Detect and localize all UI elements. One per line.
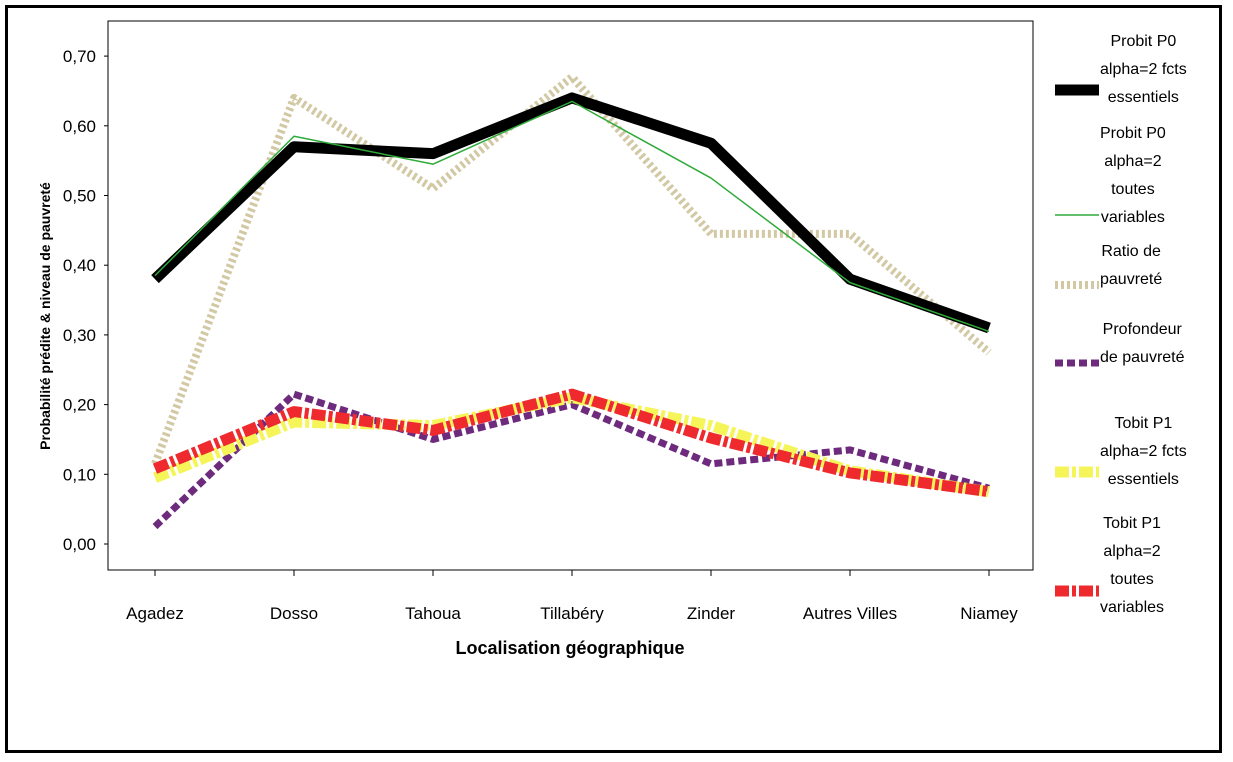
legend-item: Probit P0 alpha=2 toutes variables xyxy=(1053,120,1228,242)
legend-label-line: variables xyxy=(1100,209,1165,226)
legend-label-line: toutes xyxy=(1111,181,1155,198)
series-line xyxy=(152,392,990,498)
legend-label-line: Ratio de xyxy=(1101,243,1161,260)
legend-label: Tobit P1 alpha=2 fcts essentiels xyxy=(1100,410,1187,494)
legend-label-line: Profondeur xyxy=(1102,321,1182,338)
y-tick-label: 0,10 xyxy=(63,465,96,484)
y-tick-label: 0,20 xyxy=(63,396,96,415)
legend-item: Profondeur de pauvreté xyxy=(1053,316,1228,382)
y-tick-label: 0,40 xyxy=(63,256,96,275)
series-line xyxy=(154,100,990,333)
legend-label-line: toutes xyxy=(1110,571,1154,588)
legend-label: Ratio de pauvreté xyxy=(1100,238,1162,294)
series-line xyxy=(152,388,990,498)
x-axis-title: Localisation géographique xyxy=(455,638,684,658)
y-tick-label: 0,30 xyxy=(63,326,96,345)
y-tick-label: 0,50 xyxy=(63,187,96,206)
y-tick-label: 0,60 xyxy=(63,117,96,136)
x-tick-label: Tahoua xyxy=(405,604,461,623)
y-axis: 0,00 0,10 0,20 0,30 0,40 0,50 0,60 0,70 xyxy=(63,47,108,554)
legend-swatch xyxy=(1055,585,1099,597)
legend-swatch xyxy=(1055,214,1099,216)
y-axis-title: Probabilité prédite & niveau de pauvreté xyxy=(37,182,53,450)
legend-swatch xyxy=(1055,359,1099,367)
legend-label-line: de pauvreté xyxy=(1100,349,1185,366)
legend-swatch xyxy=(1055,84,1099,96)
legend-item: Probit P0 alpha=2 fcts essentiels xyxy=(1053,28,1228,122)
legend-swatch xyxy=(1055,466,1099,478)
x-tick-label: Niamey xyxy=(960,604,1018,623)
series-layer xyxy=(151,73,992,530)
plot-area xyxy=(107,20,1034,571)
legend-swatch xyxy=(1055,281,1099,289)
y-tick-label: 0,00 xyxy=(63,535,96,554)
legend-label: Probit P0 alpha=2 toutes variables xyxy=(1100,120,1166,232)
legend-label-line: alpha=2 fcts xyxy=(1100,443,1187,460)
legend-label-line: Probit P0 xyxy=(1110,33,1177,50)
legend-label-line: alpha=2 xyxy=(1104,153,1162,170)
x-tick-label: Zinder xyxy=(687,604,736,623)
x-axis: Agadez Dosso Tahoua Tillabéry Zinder Autres V… xyxy=(126,570,1018,623)
legend-label-line: Probit P0 xyxy=(1100,125,1166,142)
series-line xyxy=(151,92,991,334)
x-tick-label: Autres Villes xyxy=(803,604,897,623)
legend-label: Probit P0 alpha=2 fcts essentiels xyxy=(1100,28,1187,112)
legend-label-line: alpha=2 xyxy=(1103,543,1161,560)
legend-item: Tobit P1 alpha=2 toutes variables xyxy=(1053,510,1228,632)
x-tick-label: Agadez xyxy=(126,604,184,623)
series-line xyxy=(151,73,992,466)
y-tick-label: 0,70 xyxy=(63,47,96,66)
x-tick-label: Dosso xyxy=(270,604,318,623)
legend-label-line: Tobit P1 xyxy=(1103,515,1161,532)
legend-label-line: essentiels xyxy=(1107,89,1179,106)
series-line xyxy=(152,390,990,530)
legend-label-line: variables xyxy=(1100,599,1165,616)
legend-label: Tobit P1 alpha=2 toutes variables xyxy=(1100,510,1164,622)
legend-label-line: alpha=2 fcts xyxy=(1100,61,1187,78)
legend-item: Ratio de pauvreté xyxy=(1053,238,1228,304)
legend-item: Tobit P1 alpha=2 fcts essentiels xyxy=(1053,410,1228,504)
chart-frame xyxy=(5,5,1222,753)
legend-label: Profondeur de pauvreté xyxy=(1100,316,1185,372)
x-tick-label: Tillabéry xyxy=(540,604,604,623)
legend-label-line: Tobit P1 xyxy=(1114,415,1173,432)
legend-label-line: pauvreté xyxy=(1100,271,1163,288)
legend-label-line: essentiels xyxy=(1107,471,1179,488)
